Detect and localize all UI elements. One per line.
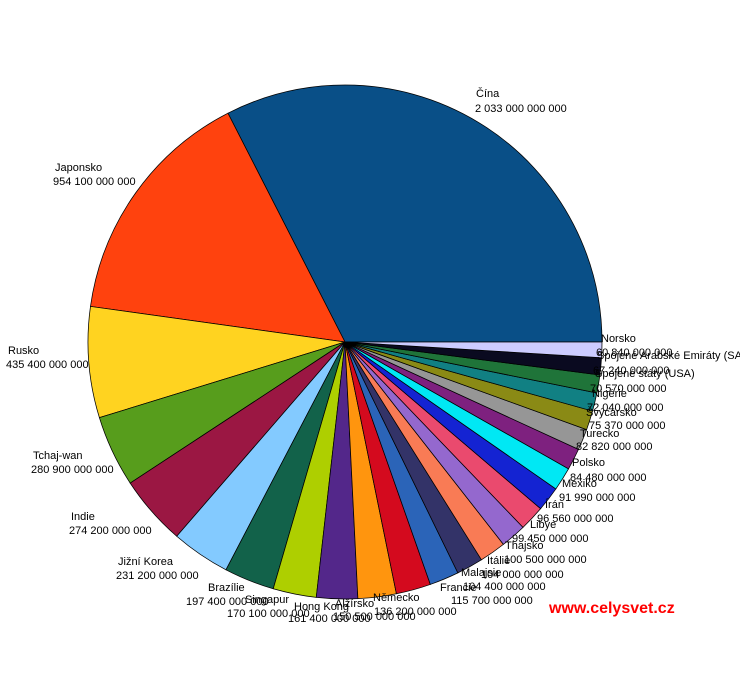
slice-label-name: Francie (440, 582, 477, 594)
slice-label-value: 91 990 000 000 (559, 492, 636, 504)
slice-label-name: Tchaj-wan (33, 450, 83, 462)
slice-label-name: Írán (545, 499, 564, 511)
slice-label-name: Indie (71, 511, 95, 523)
slice-label-value: 136 200 000 000 (374, 606, 457, 618)
slice-label-name: Libye (530, 519, 557, 531)
slice-label-value: 100 500 000 000 (504, 554, 587, 566)
slice-label-name: Nigérie (592, 388, 627, 400)
slice-label-name: Turecko (580, 428, 620, 440)
slice-label-value: 60 840 000 000 (596, 347, 673, 359)
slice-label-name: Čína (476, 88, 500, 100)
slice-label-value: 435 400 000 000 (6, 359, 89, 371)
slice-label-value: 82 820 000 000 (576, 441, 653, 453)
slice-label-value: 99 450 000 000 (512, 533, 589, 545)
slice-label-name: Singapur (245, 594, 290, 606)
slice-label-value: 67 240 000 000 (593, 365, 670, 377)
slice-label-value: 280 900 000 000 (31, 464, 114, 476)
slice-label-value: 954 100 000 000 (53, 176, 136, 188)
slice-label-name: Itálie (487, 555, 511, 567)
slice-label-name: Hong Kong (294, 601, 350, 613)
pie-slice (87, 306, 346, 419)
slice-label-name: Brazílie (208, 582, 245, 594)
slice-label-name: Německo (373, 592, 420, 604)
slice-label-name: Norsko (601, 333, 636, 345)
slice-label-value: 104 400 000 000 (463, 581, 546, 593)
slice-label-name: Thajsko (505, 540, 544, 552)
slice-label-name: Polsko (572, 457, 606, 469)
slice-label-value: 170 100 000 000 (227, 608, 310, 620)
slice-label-name: Spojené Arabské Emiráty (SAE) (597, 350, 740, 362)
slice-label-value: 96 560 000 000 (537, 513, 614, 525)
slice-label-value: 104 000 000 000 (481, 569, 564, 581)
slice-label-name: Švýcarsko (586, 407, 637, 419)
slice-label-name: Malajsie (461, 567, 502, 579)
watermark-link[interactable]: www.celysvet.cz (549, 600, 675, 617)
slice-label-value: 2 033 000 000 000 (475, 103, 567, 115)
pie-slice (90, 112, 346, 343)
slice-label-name: Japonsko (55, 162, 103, 174)
slice-label-name: Rusko (8, 345, 40, 357)
slice-label-name: Jižní Korea (118, 556, 174, 568)
slice-label-value: 274 200 000 000 (69, 525, 152, 537)
slice-label-value: 150 500 000 000 (333, 611, 416, 623)
pie-slice (344, 341, 603, 359)
slice-label-value: 231 200 000 000 (116, 570, 199, 582)
slice-label-value: 72 040 000 000 (587, 402, 664, 414)
slice-label-name: Mexiko (562, 478, 597, 490)
slice-label-value: 161 400 000 000 (288, 613, 371, 625)
slice-label-value: 115 700 000 000 (451, 595, 533, 607)
slice-label-name: Spojené státy (USA) (595, 368, 695, 380)
slice-label-value: 84 480 000 000 (570, 472, 647, 484)
pie-slice (227, 84, 603, 343)
slice-label-name: Alžírsko (335, 598, 375, 610)
slice-label-value: 70 570 000 000 (590, 383, 667, 395)
slice-label-value: 197 400 000 000 (186, 596, 269, 608)
slice-label-value: 75 370 000 000 (589, 420, 666, 432)
